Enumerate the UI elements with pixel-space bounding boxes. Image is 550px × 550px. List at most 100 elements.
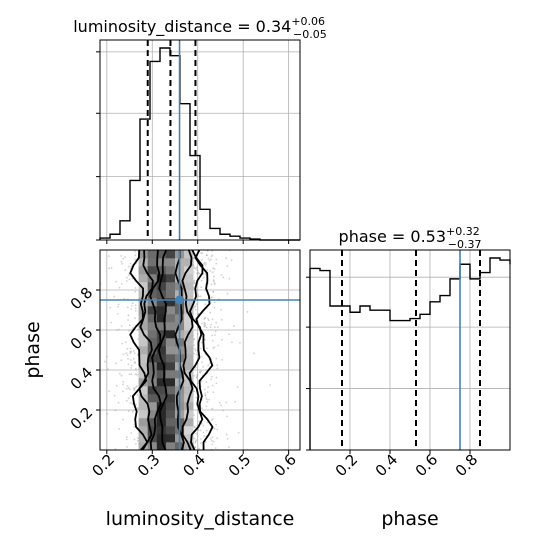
scatter-point xyxy=(204,303,207,305)
scatter-point xyxy=(197,295,200,298)
scatter-point xyxy=(108,267,110,270)
scatter-point xyxy=(135,443,137,445)
density-cell xyxy=(184,306,194,315)
density-cell xyxy=(184,338,194,347)
scatter-point xyxy=(127,363,130,366)
phase-frame xyxy=(309,249,511,451)
density-cell xyxy=(138,282,148,291)
density-cell xyxy=(184,250,194,259)
scatter-point xyxy=(202,431,205,434)
scatter-point xyxy=(118,372,121,375)
scatter-point xyxy=(210,297,212,299)
density-cell xyxy=(184,426,194,435)
scatter-point xyxy=(197,313,200,316)
scatter-point xyxy=(201,258,203,261)
scatter-point xyxy=(195,439,198,441)
scatter-point xyxy=(126,446,128,448)
density-contour-line xyxy=(157,249,168,451)
scatter-point xyxy=(207,317,209,320)
scatter-point xyxy=(215,258,218,261)
scatter-point xyxy=(108,390,110,393)
scatter-point xyxy=(130,265,133,268)
density-cell xyxy=(138,274,148,283)
density-contour-line xyxy=(149,249,162,451)
scatter-point xyxy=(132,387,135,390)
density-ytick-label: 0.2 xyxy=(67,404,97,434)
density-cell xyxy=(156,386,167,395)
scatter-point xyxy=(113,394,116,397)
scatter-point xyxy=(200,252,203,254)
scatter-point xyxy=(215,382,218,385)
scatter-point xyxy=(122,390,124,393)
luminosity-distance-title: luminosity_distance = 0.34+0.06 −0.05 xyxy=(73,15,327,41)
scatter-point xyxy=(131,326,134,329)
scatter-point xyxy=(239,341,241,344)
density-cell xyxy=(147,442,158,451)
scatter-point xyxy=(204,264,207,266)
scatter-point xyxy=(230,259,233,262)
scatter-point xyxy=(115,384,118,387)
scatter-point xyxy=(228,446,230,448)
density-cell xyxy=(165,426,176,435)
scatter-point xyxy=(193,390,196,393)
scatter-point xyxy=(203,263,205,265)
scatter-point xyxy=(213,280,215,283)
scatter-point xyxy=(122,380,125,383)
scatter-point xyxy=(125,438,128,441)
scatter-point xyxy=(106,355,108,358)
scatter-point xyxy=(196,374,199,376)
scatter-point xyxy=(220,318,223,321)
scatter-point xyxy=(201,252,204,255)
scatter-point xyxy=(128,278,131,281)
scatter-point xyxy=(205,429,208,432)
scatter-point xyxy=(134,258,136,261)
phase-title-upper-error: +0.32 xyxy=(446,225,480,238)
scatter-point xyxy=(200,279,203,282)
scatter-point xyxy=(203,388,206,391)
scatter-point xyxy=(125,341,127,343)
scatter-point xyxy=(137,328,139,331)
density-xtick-label: 0.3 xyxy=(134,450,164,480)
density-cell xyxy=(156,410,167,419)
scatter-point xyxy=(203,321,206,324)
scatter-point xyxy=(215,357,218,360)
scatter-point xyxy=(210,438,212,440)
scatter-point xyxy=(120,260,123,263)
density-cell xyxy=(165,386,176,395)
phase-histogram-panel: 0.2 0.4 0.6 0.8 xyxy=(306,249,511,480)
scatter-point xyxy=(207,257,210,260)
scatter-point xyxy=(193,344,195,347)
scatter-point xyxy=(205,262,207,265)
scatter-point xyxy=(211,443,214,446)
scatter-point xyxy=(212,267,215,270)
scatter-point xyxy=(130,432,133,434)
density-cell xyxy=(165,322,176,331)
density-cell xyxy=(138,346,148,355)
density-cell xyxy=(184,354,194,363)
scatter-point xyxy=(200,341,203,344)
density-cell xyxy=(156,266,167,275)
scatter-point xyxy=(211,318,214,321)
scatter-point xyxy=(212,291,215,293)
scatter-point xyxy=(134,287,137,289)
scatter-point xyxy=(211,254,214,257)
scatter-point xyxy=(198,420,201,423)
scatter-point xyxy=(207,364,210,367)
scatter-point xyxy=(231,341,233,344)
scatter-point xyxy=(196,333,199,335)
density-cell xyxy=(147,362,158,371)
scatter-point xyxy=(208,259,211,262)
scatter-point xyxy=(194,305,197,307)
scatter-point xyxy=(127,386,130,389)
scatter-point xyxy=(211,296,213,299)
scatter-point xyxy=(193,282,196,284)
scatter-point xyxy=(202,366,205,368)
density-cell xyxy=(138,354,148,363)
scatter-point xyxy=(206,347,208,350)
phase-xtick-label: 0.4 xyxy=(372,450,402,480)
scatter-point xyxy=(134,368,137,370)
scatter-point xyxy=(204,392,207,395)
scatter-point xyxy=(133,352,136,355)
scatter-point xyxy=(133,362,136,364)
scatter-point xyxy=(194,446,197,448)
